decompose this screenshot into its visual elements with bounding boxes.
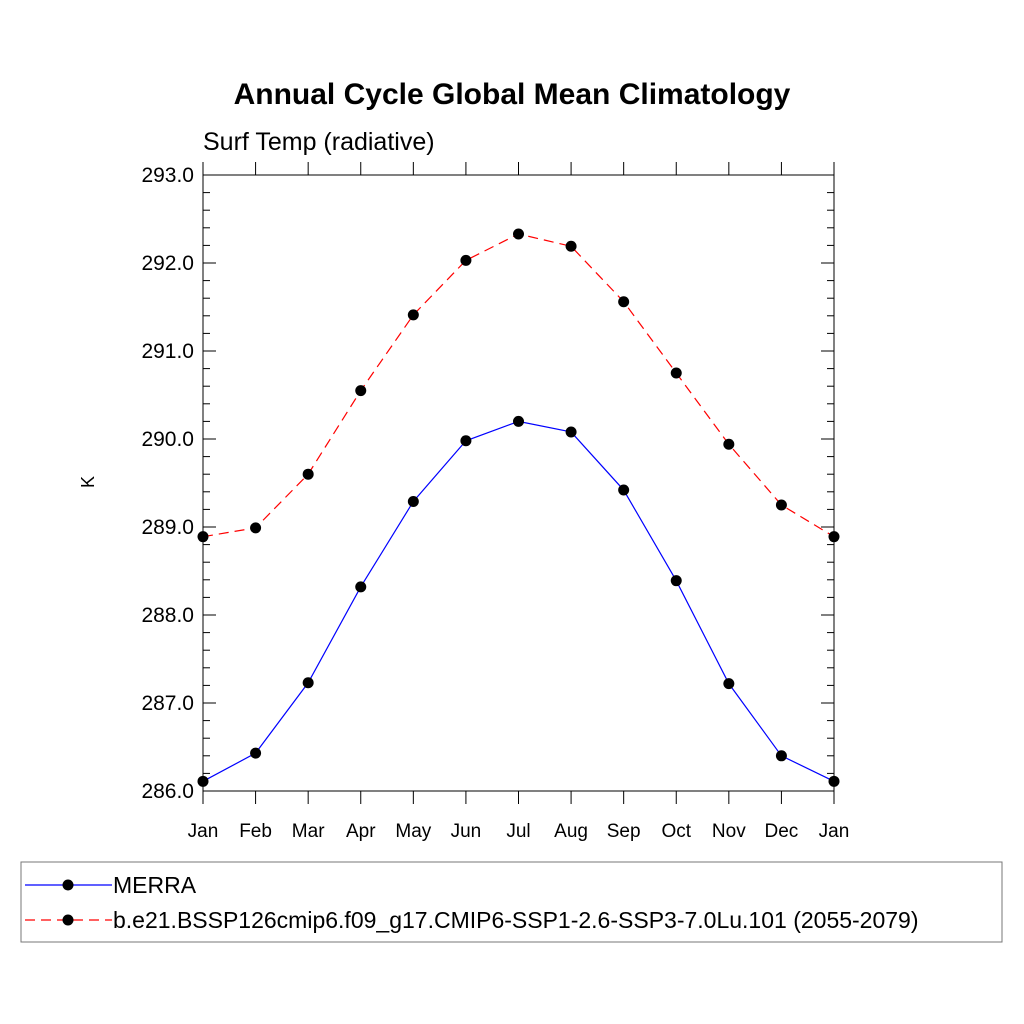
data-point-series-1 xyxy=(513,415,524,427)
x-tick-label: Feb xyxy=(239,821,272,842)
data-point-series-2 xyxy=(670,367,682,379)
data-point-series-2 xyxy=(250,522,262,534)
data-point-series-1 xyxy=(775,750,787,762)
legend-marker-1 xyxy=(62,879,74,891)
data-point-series-1 xyxy=(723,678,735,690)
data-point-series-2 xyxy=(460,254,472,266)
x-tick-label: Mar xyxy=(292,821,325,842)
data-point-series-1 xyxy=(460,435,472,447)
data-point-series-2 xyxy=(723,438,735,450)
legend: MERRA b.e21.BSSP126cmip6.f09_g17.CMIP6-SS… xyxy=(20,861,1003,943)
y-tick-label: 289.0 xyxy=(141,516,194,539)
data-point-series-2 xyxy=(513,228,524,240)
y-tick-label: 291.0 xyxy=(141,340,194,363)
data-point-series-2 xyxy=(775,499,787,511)
axes: 286.0 287.0 288.0 289.0 290.0 291.0 292.0 293.0… xyxy=(141,162,849,842)
data-point-series-1 xyxy=(618,484,630,496)
data-point-series-2 xyxy=(197,531,209,543)
series-group xyxy=(197,228,840,787)
legend-label-1: MERRA xyxy=(113,872,197,898)
x-tick-label: Nov xyxy=(712,821,746,842)
data-point-series-2 xyxy=(355,385,367,397)
data-point-series-1 xyxy=(828,775,840,787)
data-point-series-1 xyxy=(407,495,419,507)
x-tick-label: Aug xyxy=(554,821,588,842)
data-point-series-1 xyxy=(355,581,367,593)
y-tick-label: 287.0 xyxy=(141,692,194,715)
data-point-series-2 xyxy=(618,296,630,308)
y-tick-label: 286.0 xyxy=(141,780,194,803)
data-point-series-2 xyxy=(565,240,577,252)
y-tick-label: 288.0 xyxy=(141,604,194,627)
data-point-series-1 xyxy=(250,747,262,759)
data-point-series-1 xyxy=(670,575,682,587)
legend-marker-2 xyxy=(62,914,74,926)
legend-box xyxy=(20,861,1003,943)
x-tick-label: Apr xyxy=(346,821,376,842)
data-point-series-1 xyxy=(302,677,314,689)
chart-title: Annual Cycle Global Mean Climatology xyxy=(234,78,791,111)
x-tick-label: May xyxy=(395,821,431,842)
x-tick-label: Dec xyxy=(765,821,799,842)
x-tick-label: Jul xyxy=(506,821,530,842)
chart-subtitle: Surf Temp (radiative) xyxy=(203,128,435,156)
x-tick-label: Jan xyxy=(819,821,850,842)
data-point-series-1 xyxy=(197,775,209,787)
data-point-series-1 xyxy=(565,426,577,438)
x-tick-label: Jan xyxy=(188,821,219,842)
data-point-series-2 xyxy=(407,309,419,321)
y-axis-label: K xyxy=(78,476,98,488)
x-tick-label: Sep xyxy=(607,821,641,842)
x-tick-label: Jun xyxy=(451,821,482,842)
data-point-series-2 xyxy=(302,468,314,480)
data-point-series-2 xyxy=(828,531,840,543)
y-tick-label: 292.0 xyxy=(141,252,194,275)
x-tick-label: Oct xyxy=(661,821,691,842)
y-tick-label: 290.0 xyxy=(141,428,194,451)
y-tick-label: 293.0 xyxy=(141,164,194,187)
legend-label-2: b.e21.BSSP126cmip6.f09_g17.CMIP6-SSP1-2.… xyxy=(113,907,919,933)
